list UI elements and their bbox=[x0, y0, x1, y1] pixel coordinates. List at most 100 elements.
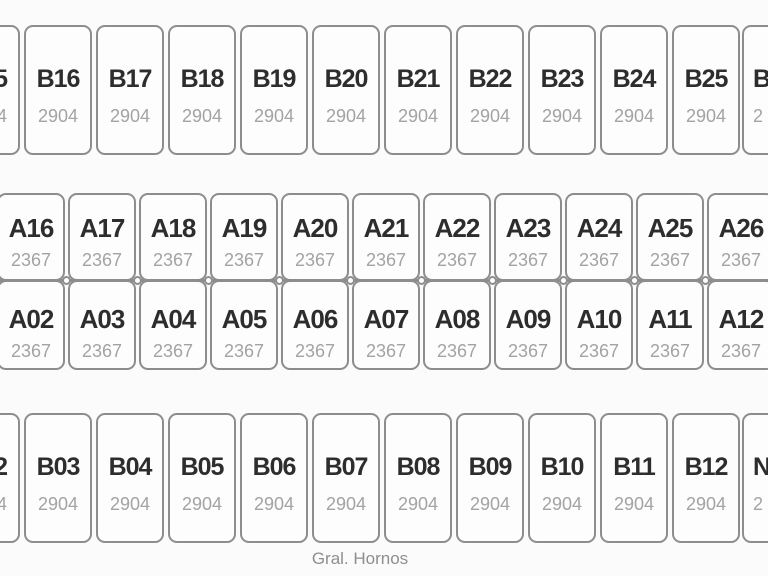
stall-cell[interactable]: B21 2904 bbox=[384, 25, 452, 155]
stall-cell[interactable]: B06 2904 bbox=[240, 413, 308, 543]
stall-id-label: A09 bbox=[505, 304, 552, 334]
stall-cell[interactable]: A21 2367 bbox=[352, 193, 420, 281]
stall-price-label: 2904 bbox=[613, 106, 655, 126]
stall-price-label: 2904 bbox=[469, 494, 511, 514]
stall-cell[interactable]: A19 2367 bbox=[210, 193, 278, 281]
stall-id-label: A02 bbox=[8, 304, 55, 334]
stall-id-label: B09 bbox=[468, 453, 513, 481]
stall-price-label: 2 bbox=[753, 494, 764, 514]
stall-cell[interactable]: A23 2367 bbox=[494, 193, 562, 281]
stall-price-label: 2904 bbox=[397, 106, 439, 126]
stall-cell[interactable]: B16 2904 bbox=[24, 25, 92, 155]
stall-price-label: 2904 bbox=[469, 106, 511, 126]
stall-cell[interactable]: B04 2904 bbox=[96, 413, 164, 543]
stall-id-label: B06 bbox=[252, 453, 297, 481]
junction-node-icon bbox=[62, 276, 71, 285]
stall-cell[interactable]: B05 2904 bbox=[168, 413, 236, 543]
row-b-bottom: 2 4 B03 2904 B04 2904 B05 2904 bbox=[0, 413, 768, 543]
stall-price-label: 2367 bbox=[436, 250, 478, 270]
stall-price-label: 2367 bbox=[365, 250, 407, 270]
stall-cell[interactable]: A05 2367 bbox=[210, 280, 278, 370]
stall-id-label: A19 bbox=[221, 213, 268, 243]
junction-node-icon bbox=[559, 276, 568, 285]
stall-cell[interactable]: B12 2904 bbox=[672, 413, 740, 543]
stall-price-label: 2904 bbox=[109, 494, 151, 514]
stall-id-label: B03 bbox=[36, 453, 81, 481]
stall-id-label: A06 bbox=[292, 304, 339, 334]
stall-id-label: A12 bbox=[718, 304, 765, 334]
stall-id-label: A08 bbox=[434, 304, 481, 334]
stall-price-label: 2367 bbox=[223, 250, 265, 270]
stall-cell-n-partial[interactable]: N 2 bbox=[742, 413, 768, 543]
stall-cell[interactable]: B17 2904 bbox=[96, 25, 164, 155]
stall-id-label: B05 bbox=[180, 453, 225, 481]
stall-id-label: B17 bbox=[108, 65, 153, 93]
stall-price-label: 2367 bbox=[294, 250, 336, 270]
stall-id-label: A07 bbox=[363, 304, 410, 334]
stall-cell[interactable]: A06 2367 bbox=[281, 280, 349, 370]
stall-cell[interactable]: B09 2904 bbox=[456, 413, 524, 543]
stall-cell-b26-partial[interactable]: B 2 bbox=[742, 25, 768, 155]
stall-cell[interactable]: B22 2904 bbox=[456, 25, 524, 155]
stall-cell[interactable]: A25 2367 bbox=[636, 193, 704, 281]
stall-cell[interactable]: A16 2367 bbox=[0, 193, 65, 281]
stall-id-label: A05 bbox=[221, 304, 268, 334]
stall-price-label: 2904 bbox=[541, 494, 583, 514]
stall-id-label: B16 bbox=[36, 65, 81, 93]
stall-id-label: B18 bbox=[180, 65, 225, 93]
stall-cell[interactable]: B11 2904 bbox=[600, 413, 668, 543]
stall-cell[interactable]: A07 2367 bbox=[352, 280, 420, 370]
street-name-label: Gral. Hornos bbox=[311, 549, 409, 568]
junction-node-icon bbox=[630, 276, 639, 285]
stall-price-label: 2904 bbox=[541, 106, 583, 126]
stall-price-label: 2367 bbox=[507, 250, 549, 270]
stall-cell[interactable]: A26 2367 bbox=[707, 193, 768, 281]
stall-cell[interactable]: A11 2367 bbox=[636, 280, 704, 370]
stall-cell[interactable]: B08 2904 bbox=[384, 413, 452, 543]
stall-id-label: B23 bbox=[540, 65, 585, 93]
stall-cell[interactable]: A02 2367 bbox=[0, 280, 65, 370]
stall-cell[interactable]: A10 2367 bbox=[565, 280, 633, 370]
stall-cell[interactable]: B24 2904 bbox=[600, 25, 668, 155]
stall-cell[interactable]: B07 2904 bbox=[312, 413, 380, 543]
stall-cell[interactable]: A04 2367 bbox=[139, 280, 207, 370]
stall-cell[interactable]: B20 2904 bbox=[312, 25, 380, 155]
stall-cell[interactable]: A12 2367 bbox=[707, 280, 768, 370]
stall-cell[interactable]: B18 2904 bbox=[168, 25, 236, 155]
stall-cell[interactable]: A22 2367 bbox=[423, 193, 491, 281]
stall-price-label: 2904 bbox=[685, 106, 727, 126]
stall-cell[interactable]: A17 2367 bbox=[68, 193, 136, 281]
stall-price-label: 2367 bbox=[10, 341, 52, 361]
stall-cell[interactable]: A18 2367 bbox=[139, 193, 207, 281]
stall-price-label: 2904 bbox=[109, 106, 151, 126]
stall-id-label: A22 bbox=[434, 213, 481, 243]
stall-price-label: 2367 bbox=[365, 341, 407, 361]
stall-cell-b15-partial[interactable]: 5 4 bbox=[0, 25, 20, 155]
stall-price-label: 2904 bbox=[397, 494, 439, 514]
row-b-top: 5 4 B16 2904 B17 2904 B18 2904 bbox=[0, 25, 768, 155]
stall-cell[interactable]: B25 2904 bbox=[672, 25, 740, 155]
stall-price-label: 4 bbox=[0, 106, 7, 126]
stall-price-label: 2367 bbox=[152, 250, 194, 270]
stall-id-label: B19 bbox=[252, 65, 297, 93]
stall-cell[interactable]: A08 2367 bbox=[423, 280, 491, 370]
stall-id-label: A20 bbox=[292, 213, 339, 243]
stall-id-label: A04 bbox=[150, 304, 197, 334]
stall-cell[interactable]: A24 2367 bbox=[565, 193, 633, 281]
stall-cell[interactable]: A20 2367 bbox=[281, 193, 349, 281]
stall-price-label: 2367 bbox=[578, 250, 620, 270]
stall-id-label: B20 bbox=[324, 65, 369, 93]
stall-cell[interactable]: B23 2904 bbox=[528, 25, 596, 155]
stall-cell[interactable]: A03 2367 bbox=[68, 280, 136, 370]
stall-id-label: A03 bbox=[79, 304, 126, 334]
stall-cell[interactable]: B03 2904 bbox=[24, 413, 92, 543]
row-a-upper: A16 2367 A17 2367 A18 2367 A19 2367 bbox=[0, 193, 768, 281]
stall-price-label: 2367 bbox=[578, 341, 620, 361]
stall-price-label: 2904 bbox=[37, 106, 79, 126]
stall-cell[interactable]: B19 2904 bbox=[240, 25, 308, 155]
stall-cell-b02-partial[interactable]: 2 4 bbox=[0, 413, 20, 543]
stall-cell[interactable]: B10 2904 bbox=[528, 413, 596, 543]
stall-price-label: 2904 bbox=[253, 494, 295, 514]
stall-cell[interactable]: A09 2367 bbox=[494, 280, 562, 370]
